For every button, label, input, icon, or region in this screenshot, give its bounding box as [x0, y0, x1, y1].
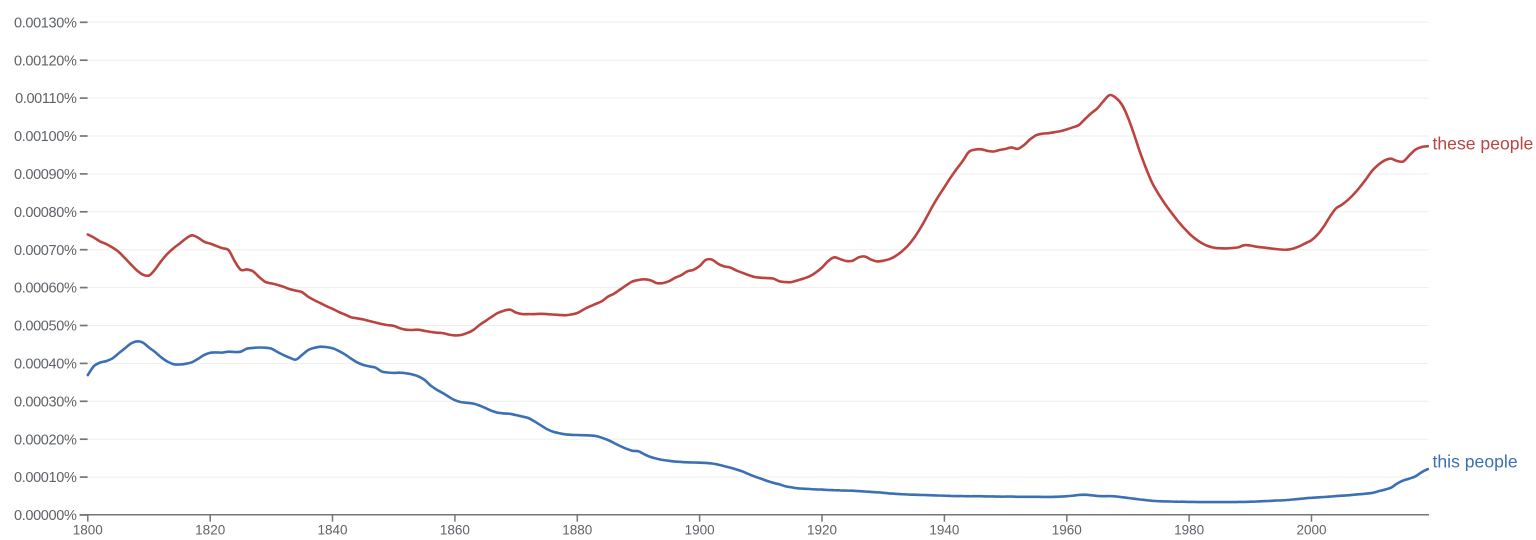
svg-text:0.00120%: 0.00120% [14, 53, 77, 69]
svg-text:0.00000%: 0.00000% [14, 508, 77, 524]
svg-text:0.00090%: 0.00090% [14, 167, 77, 183]
svg-text:0.00060%: 0.00060% [14, 281, 77, 297]
svg-text:0.00020%: 0.00020% [14, 432, 77, 448]
svg-text:2000: 2000 [1296, 523, 1326, 538]
svg-text:0.00100%: 0.00100% [14, 129, 77, 145]
svg-text:0.00080%: 0.00080% [14, 205, 77, 221]
svg-text:0.00130%: 0.00130% [14, 15, 77, 31]
svg-text:0.00040%: 0.00040% [14, 357, 77, 373]
svg-text:this people: this people [1433, 452, 1518, 472]
svg-text:1800: 1800 [73, 523, 103, 538]
svg-text:these people: these people [1433, 134, 1534, 154]
svg-text:1900: 1900 [685, 523, 715, 538]
svg-text:1880: 1880 [562, 523, 592, 538]
svg-text:1860: 1860 [440, 523, 470, 538]
svg-text:0.00110%: 0.00110% [15, 91, 77, 107]
svg-text:1820: 1820 [195, 523, 225, 538]
svg-text:1920: 1920 [807, 523, 837, 538]
svg-text:0.00070%: 0.00070% [14, 243, 77, 259]
svg-text:1980: 1980 [1174, 523, 1204, 538]
svg-text:1840: 1840 [317, 523, 347, 538]
svg-text:1940: 1940 [929, 523, 959, 538]
svg-text:0.00050%: 0.00050% [14, 319, 77, 335]
svg-text:0.00010%: 0.00010% [14, 470, 77, 486]
svg-text:0.00030%: 0.00030% [14, 394, 77, 410]
svg-text:1960: 1960 [1052, 523, 1082, 538]
